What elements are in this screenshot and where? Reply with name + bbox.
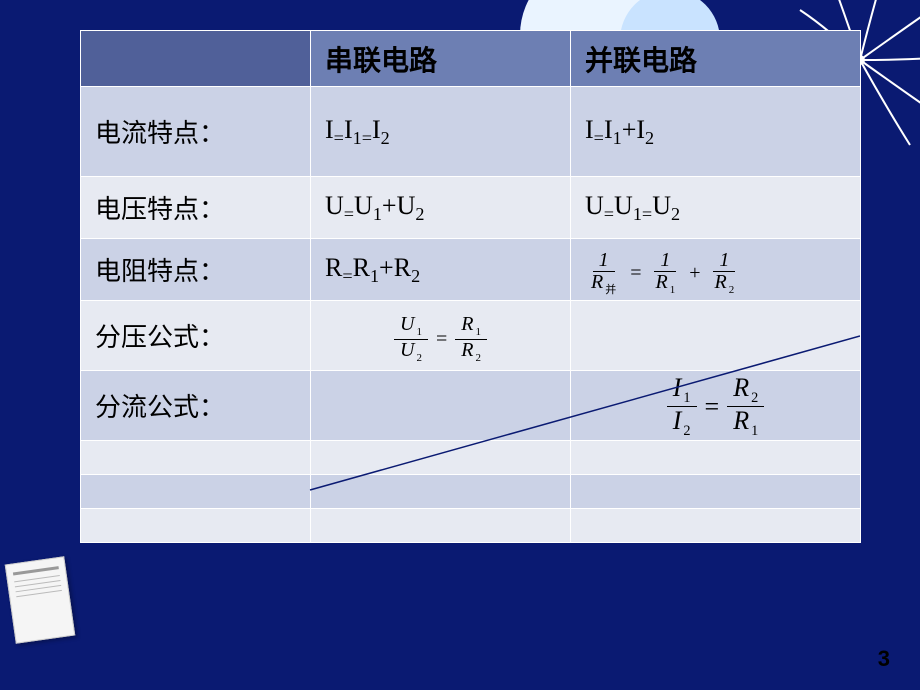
header-series: 串联电路 <box>311 31 571 87</box>
cell-parallel: 1R并 = 1R1 + 1R2 <box>571 239 861 301</box>
voltage-divider-formula: U1U2 = R1R2 <box>394 314 487 364</box>
header-blank <box>81 31 311 87</box>
page-number: 3 <box>878 646 890 672</box>
row-label: 电阻特点： <box>81 239 311 301</box>
row-label: 电流特点： <box>81 87 311 177</box>
table-row: 电压特点： U=U1+U2 U=U1=U2 <box>81 177 861 239</box>
resistance-parallel-formula: 1R并 = 1R1 + 1R2 <box>585 250 740 297</box>
row-label: 分流公式： <box>81 371 311 441</box>
comparison-table: 串联电路 并联电路 电流特点： I=I1=I2 I=I1+I2 电压特点： U=… <box>80 30 860 543</box>
row-label: 分压公式： <box>81 301 311 371</box>
cell-series: U=U1+U2 <box>311 177 571 239</box>
deco-paper-icon <box>5 556 76 644</box>
cell-parallel: I1I2 = R2R1 <box>571 371 861 441</box>
cell-series: U1U2 = R1R2 <box>311 301 571 371</box>
table-row-empty <box>81 509 861 543</box>
table-row: 分压公式： U1U2 = R1R2 <box>81 301 861 371</box>
cell-parallel <box>571 301 861 371</box>
cell-series: R=R1+R2 <box>311 239 571 301</box>
cell-parallel: I=I1+I2 <box>571 87 861 177</box>
header-parallel: 并联电路 <box>571 31 861 87</box>
cell-series <box>311 371 571 441</box>
table-row: 分流公式： I1I2 = R2R1 <box>81 371 861 441</box>
cell-parallel: U=U1=U2 <box>571 177 861 239</box>
cell-series: I=I1=I2 <box>311 87 571 177</box>
row-label: 电压特点： <box>81 177 311 239</box>
table-row: 电阻特点： R=R1+R2 1R并 = 1R1 + 1R2 <box>81 239 861 301</box>
table-header-row: 串联电路 并联电路 <box>81 31 861 87</box>
table-row-empty <box>81 441 861 475</box>
current-divider-formula: I1I2 = R2R1 <box>667 374 765 439</box>
table-row: 电流特点： I=I1=I2 I=I1+I2 <box>81 87 861 177</box>
table-row-empty <box>81 475 861 509</box>
